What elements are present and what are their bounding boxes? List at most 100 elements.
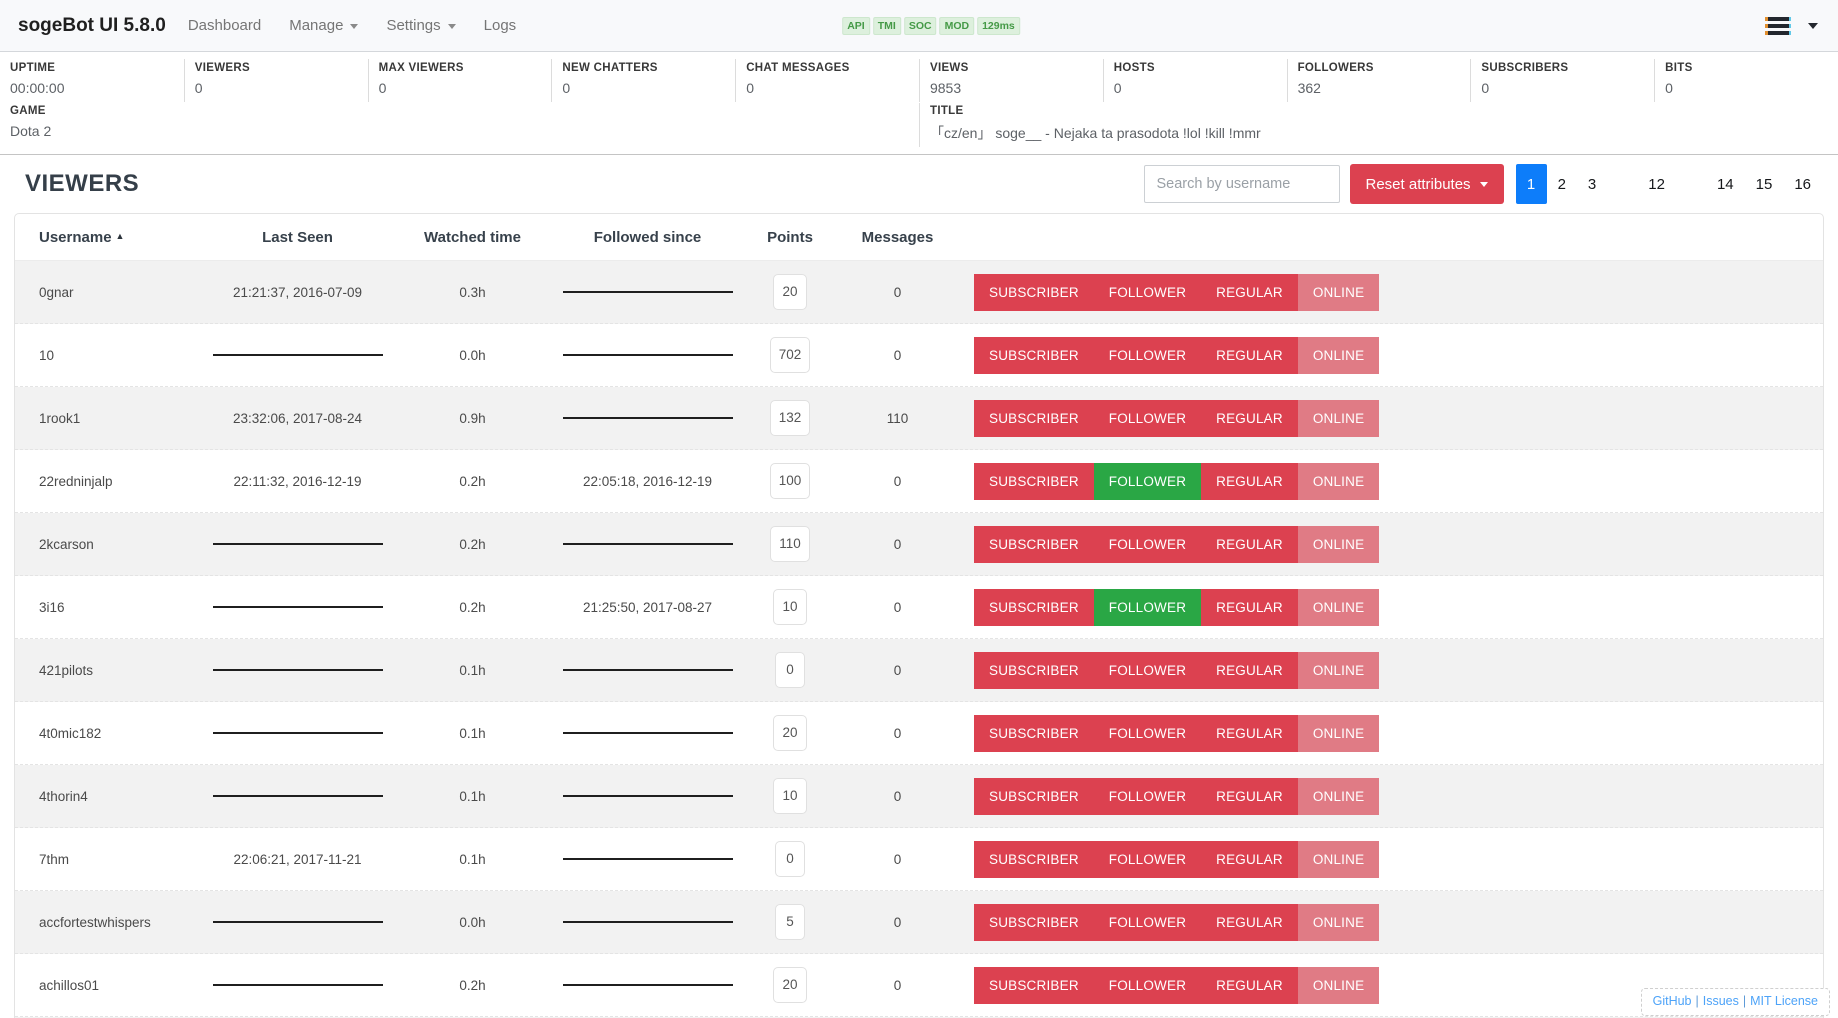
col-header-points[interactable]: Points [767,228,813,246]
subscriber-button[interactable]: SUBSCRIBER [974,399,1094,437]
page-14[interactable]: 14 [1716,175,1734,193]
watched-time-cell: 0.2h [459,473,486,489]
points-box[interactable]: 20 [773,274,807,310]
page-2[interactable]: 2 [1557,175,1566,193]
no-data-line [562,794,733,797]
online-button[interactable]: ONLINE [1297,903,1380,941]
online-button[interactable]: ONLINE [1297,462,1380,500]
regular-button[interactable]: REGULAR [1201,903,1298,941]
col-header-messages[interactable]: Messages [861,228,934,246]
table-controls: Reset attributes 12 3 12 14 15 16 [1143,164,1823,204]
page-15[interactable]: 15 [1755,175,1773,193]
regular-button[interactable]: REGULAR [1201,966,1298,1004]
footer-separator: | [1742,994,1747,1008]
follower-button[interactable]: FOLLOWER [1093,525,1202,563]
online-button[interactable]: ONLINE [1297,525,1380,563]
menu-toggle[interactable] [1765,16,1818,35]
regular-button[interactable]: REGULAR [1201,714,1298,752]
table-cell [205,535,390,553]
subscriber-button[interactable]: SUBSCRIBER [974,273,1094,311]
viewer-row: 4thorin4 0.1h 10 0 SUBSCRIBER FOLLOWER REGULAR… [15,765,1823,828]
points-box[interactable]: 132 [769,400,811,436]
follower-button[interactable]: FOLLOWER [1093,462,1202,500]
chevron-down-icon [447,23,456,29]
points-box[interactable]: 20 [773,967,807,1003]
regular-button[interactable]: REGULAR [1201,588,1298,626]
online-button[interactable]: ONLINE [1297,840,1380,878]
online-button[interactable]: ONLINE [1297,651,1380,689]
page-1[interactable]: 1 [1515,164,1547,204]
points-box[interactable]: 20 [773,715,807,751]
subscriber-button[interactable]: SUBSCRIBER [974,336,1094,374]
page-3[interactable]: 3 [1587,175,1597,193]
follower-button[interactable]: FOLLOWER [1093,273,1202,311]
regular-button[interactable]: REGULAR [1201,273,1298,311]
online-button[interactable]: ONLINE [1297,714,1380,752]
issues-link[interactable]: Issues [1702,994,1739,1008]
regular-button[interactable]: REGULAR [1201,525,1298,563]
attribute-buttons: SUBSCRIBER FOLLOWER REGULAR ONLINE [974,903,1380,941]
online-button[interactable]: ONLINE [1297,966,1380,1004]
points-box[interactable]: 0 [775,652,805,688]
subscriber-button[interactable]: SUBSCRIBER [974,903,1094,941]
points-cell: 20 [740,967,840,1003]
subscriber-button[interactable]: SUBSCRIBER [974,714,1094,752]
chevron-down-icon [350,23,359,29]
regular-button[interactable]: REGULAR [1201,399,1298,437]
follower-button[interactable]: FOLLOWER [1093,336,1202,374]
online-button[interactable]: ONLINE [1297,336,1380,374]
no-data-line [212,731,383,734]
stat-value: 00:00:00 [10,80,65,96]
online-button[interactable]: ONLINE [1297,777,1380,815]
points-box[interactable]: 110 [770,526,810,562]
online-button[interactable]: ONLINE [1297,273,1380,311]
regular-button[interactable]: REGULAR [1201,651,1298,689]
points-box[interactable]: 100 [769,463,811,499]
subscriber-button[interactable]: SUBSCRIBER [974,840,1094,878]
col-header-watched-time[interactable]: Watched time [424,228,521,246]
page-12[interactable]: 12 [1648,175,1665,193]
watched-time-cell: 0.1h [459,788,486,804]
nav-link-dashboard[interactable]: Dashboard [187,17,262,34]
subscriber-button[interactable]: SUBSCRIBER [974,651,1094,689]
page-16[interactable]: 16 [1794,175,1811,193]
points-box[interactable]: 5 [775,904,805,940]
nav-link-settings[interactable]: Settings [386,17,456,34]
points-box[interactable]: 10 [773,778,807,814]
regular-button[interactable]: REGULAR [1201,336,1298,374]
mit-license-link[interactable]: MIT License [1750,994,1818,1008]
subscriber-button[interactable]: SUBSCRIBER [974,777,1094,815]
follower-button[interactable]: FOLLOWER [1093,651,1202,689]
points-box[interactable]: 10 [773,589,807,625]
follower-button[interactable]: FOLLOWER [1093,714,1202,752]
nav-link-logs[interactable]: Logs [483,17,517,34]
follower-button[interactable]: FOLLOWER [1093,399,1202,437]
app-brand[interactable]: sogeBot UI 5.8.0 [18,14,166,36]
regular-button[interactable]: REGULAR [1201,462,1298,500]
regular-button[interactable]: REGULAR [1201,777,1298,815]
viewer-row: accfortestwhispers 0.0h 5 0 SUBSCRIBER FOLLOW… [15,891,1823,954]
reset-attributes-button[interactable]: Reset attributes [1349,164,1504,204]
subscriber-button[interactable]: SUBSCRIBER [974,462,1094,500]
github-link[interactable]: GitHub [1652,994,1692,1008]
follower-button[interactable]: FOLLOWER [1093,588,1202,626]
points-box[interactable]: 0 [775,841,805,877]
online-button[interactable]: ONLINE [1297,588,1380,626]
subscriber-button[interactable]: SUBSCRIBER [974,525,1094,563]
subscriber-button[interactable]: SUBSCRIBER [974,588,1094,626]
col-header-followed-since[interactable]: Followed since [593,228,702,246]
follower-button[interactable]: FOLLOWER [1093,777,1202,815]
regular-button[interactable]: REGULAR [1201,840,1298,878]
online-button[interactable]: ONLINE [1297,399,1380,437]
search-input[interactable] [1143,165,1340,203]
col-header-username[interactable]: Username ▲ [39,228,125,246]
col-header-last-seen[interactable]: Last Seen [262,228,333,246]
nav-link-manage[interactable]: Manage [289,17,359,34]
points-box[interactable]: 702 [769,337,811,373]
follower-button[interactable]: FOLLOWER [1093,966,1202,1004]
no-data-line [562,542,733,545]
follower-button[interactable]: FOLLOWER [1093,903,1202,941]
viewer-row: 0gnar 21:21:37, 2016-07-09 0.3h 20 0 SUBSCRIB… [15,261,1823,324]
follower-button[interactable]: FOLLOWER [1093,840,1202,878]
subscriber-button[interactable]: SUBSCRIBER [974,966,1094,1004]
